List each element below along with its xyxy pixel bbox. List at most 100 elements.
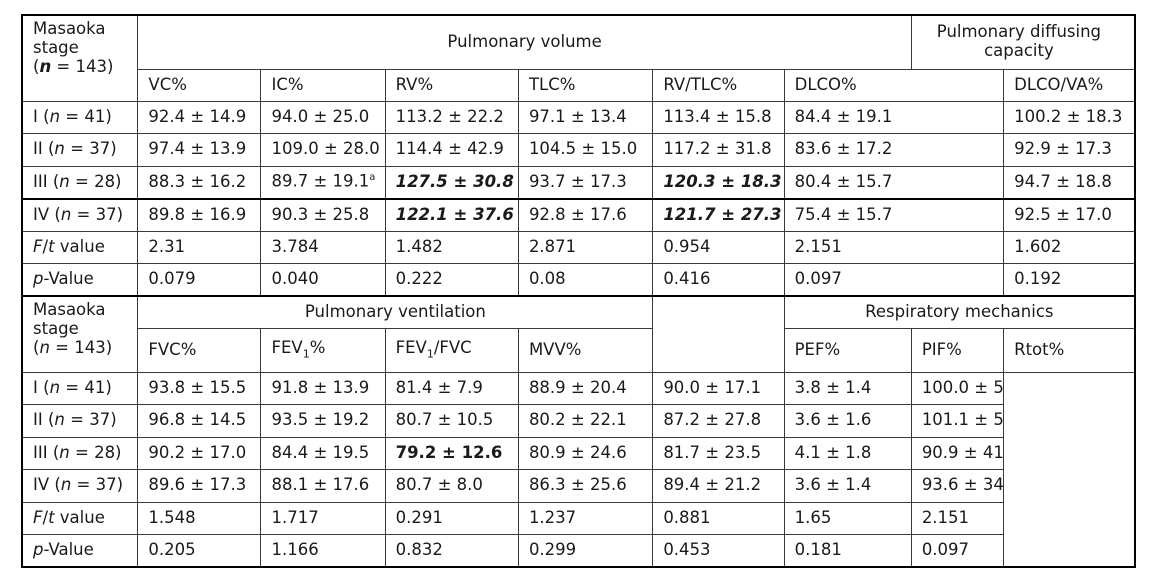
s2-col-pif-: PIF% [910, 327, 1005, 373]
s2-stage-header: Masaoka stage (n = 143) [21, 295, 139, 373]
s1-value-cell: 97.1 ± 13.4 [517, 100, 654, 134]
s2-value-cell: 1.65 [783, 501, 912, 535]
s2-value-cell: 0.881 [652, 501, 785, 535]
s1-stage-cell: III (n = 28) [21, 165, 139, 199]
s2-stage-cell: F/t value [21, 501, 139, 535]
table-row: p-Value 0.205 1.166 0.832 0.299 0.453 0.181 0.0… [21, 534, 1135, 568]
table-row: II (n = 37) 96.8 ± 14.5 93.5 ± 19.2 80.7 ± … [21, 404, 1135, 438]
s1-value-cell: 92.4 ± 14.9 [137, 100, 262, 134]
s1-value-cell: 88.3 ± 16.2 [137, 165, 262, 199]
s1-value-cell: 75.4 ± 15.7 [783, 197, 1005, 232]
table-row: IV (n = 37) 89.6 ± 17.3 88.1 ± 17.6 80.7 ± … [21, 469, 1135, 503]
s1-stage-cell: II (n = 37) [21, 133, 139, 167]
s2-value-cell: 81.4 ± 7.9 [384, 371, 519, 405]
s1-value-cell: 2.31 [137, 230, 262, 264]
results-table: Masaoka stage (n = 143) Pulmonary volume… [21, 14, 1136, 568]
s2-stage-cell: II (n = 37) [21, 404, 139, 438]
group-pulmonary-ventilation: Pulmonary ventilation [137, 295, 654, 329]
s1-value-cell: 1.482 [384, 230, 519, 264]
s1-value-cell: 100.2 ± 18.3 [1003, 100, 1136, 134]
s1-value-cell: 3.784 [260, 230, 386, 264]
s2-value-cell: 3.6 ± 1.4 [783, 469, 912, 503]
s2-stage-cell: I (n = 41) [21, 371, 139, 405]
s1-value-cell: 97.4 ± 13.9 [137, 133, 262, 167]
group-respiratory-mechanics: Respiratory mechanics [783, 295, 1136, 329]
s2-value-cell: 101.1 ± 57.7 [910, 404, 1005, 438]
stage-header-line1: Masaoka [33, 19, 106, 38]
s1-value-cell: 2.871 [517, 230, 654, 264]
table-row: F/t value 2.31 3.784 1.482 2.871 0.954 2.151 1.… [21, 230, 1136, 264]
s2-value-cell: 88.1 ± 17.6 [260, 469, 386, 503]
empty-spacer-column [652, 295, 785, 373]
s1-value-cell: 92.5 ± 17.0 [1003, 197, 1136, 232]
s1-value-cell: 83.6 ± 17.2 [783, 133, 1005, 167]
s2-col-fvc-: FVC% [137, 327, 262, 373]
group-pulmonary-diffusing: Pulmonary diffusing capacity [910, 14, 1136, 70]
s1-value-cell: 121.7 ± 27.3 [652, 197, 785, 232]
s2-value-cell: 3.8 ± 1.4 [783, 371, 912, 405]
s1-value-cell: 89.8 ± 16.9 [137, 197, 262, 232]
s1-value-cell: 109.0 ± 28.0 [260, 133, 386, 167]
s2-value-cell: 89.4 ± 21.2 [652, 469, 785, 503]
s1-value-cell: 80.4 ± 15.7 [783, 165, 1005, 199]
s1-col-dlco-: DLCO% [783, 68, 1005, 102]
s2-value-cell: 1.717 [260, 501, 386, 535]
section2-column-headers: FVC% FEV1% FEV1/FVC MVV% PEF% PIF% Rtot% [22, 327, 1136, 373]
s1-value-cell: 92.9 ± 17.3 [1003, 133, 1136, 167]
s1-value-cell: 90.3 ± 25.8 [260, 197, 386, 232]
s2-value-cell: 90.9 ± 41.5 [910, 436, 1005, 470]
s1-col-vc-: VC% [137, 68, 262, 102]
s2-value-cell: 79.2 ± 12.6 [384, 436, 519, 470]
s2-col-mvv-: MVV% [517, 327, 654, 373]
stage-header: Masaoka stage (n = 143) [21, 14, 139, 102]
s2-value-cell: 84.4 ± 19.5 [260, 436, 386, 470]
s1-value-cell: 1.602 [1003, 230, 1136, 264]
s1-value-cell: 0.040 [260, 263, 386, 297]
s2-value-cell: 0.181 [783, 534, 912, 568]
s2-stage-cell: III (n = 28) [21, 436, 139, 470]
s1-stage-cell: F/t value [21, 230, 139, 264]
s2-value-cell: 1.237 [517, 501, 654, 535]
s2-value-cell: 4.1 ± 1.8 [783, 436, 912, 470]
s2-value-cell: 90.0 ± 17.1 [652, 371, 785, 405]
s2-value-cell: 93.5 ± 19.2 [260, 404, 386, 438]
s2-value-cell: 89.6 ± 17.3 [137, 469, 262, 503]
s2-value-cell: 80.9 ± 24.6 [517, 436, 654, 470]
s1-value-cell: 94.0 ± 25.0 [260, 100, 386, 134]
table-row: III (n = 28) 90.2 ± 17.0 84.4 ± 19.5 79.2 ±… [21, 436, 1135, 470]
s2-col-fev1-: FEV1% [260, 327, 386, 373]
s1-value-cell: 0.08 [517, 263, 654, 297]
s2-value-cell: 100.0 ± 54.0 [910, 371, 1005, 405]
s1-value-cell: 114.4 ± 42.9 [384, 133, 519, 167]
s1-col-ic-: IC% [260, 68, 386, 102]
s1-value-cell: 113.2 ± 22.2 [384, 100, 519, 134]
s1-value-cell: 0.416 [652, 263, 785, 297]
s1-value-cell: 113.4 ± 15.8 [652, 100, 785, 134]
s1-value-cell: 0.097 [783, 263, 1005, 297]
table-row: IV (n = 37) 89.8 ± 16.9 90.3 ± 25.8 122.1 ±… [21, 197, 1136, 232]
s2-stage-cell: IV (n = 37) [21, 469, 139, 503]
table-row: III (n = 28) 88.3 ± 16.2 89.7 ± 19.1a 127.5… [21, 165, 1136, 199]
s1-col-tlc-: TLC% [517, 68, 654, 102]
s1-value-cell: 0.192 [1003, 263, 1136, 297]
s2-value-cell: 87.2 ± 27.8 [652, 404, 785, 438]
s2-col-pef-: PEF% [783, 327, 912, 373]
s2-value-cell: 96.8 ± 14.5 [137, 404, 262, 438]
s1-value-cell: 0.954 [652, 230, 785, 264]
s1-col-rv-tlc-: RV/TLC% [652, 68, 785, 102]
section1-column-headers: VC% IC% RV% TLC% RV/TLC% DLCO% DLCO/VA% [22, 68, 1136, 102]
s2-value-cell: 93.6 ± 34.8 [910, 469, 1005, 503]
s2-value-cell: 1.548 [137, 501, 262, 535]
s2-value-cell: 0.291 [384, 501, 519, 535]
s2-col-rtot-: Rtot% [1003, 327, 1136, 373]
s2-value-cell: 91.8 ± 13.9 [260, 371, 386, 405]
table-row: I (n = 41) 93.8 ± 15.5 91.8 ± 13.9 81.4 ± 7… [21, 371, 1135, 405]
s1-value-cell: 84.4 ± 19.1 [783, 100, 1005, 134]
s1-col-rv-: RV% [384, 68, 519, 102]
footnote-marker: a [369, 172, 376, 184]
s2-value-cell: 81.7 ± 23.5 [652, 436, 785, 470]
s2-value-cell: 80.2 ± 22.1 [517, 404, 654, 438]
s1-value-cell: 120.3 ± 18.3 [652, 165, 785, 199]
s1-value-cell: 94.7 ± 18.8 [1003, 165, 1136, 199]
s2-value-cell: 0.299 [517, 534, 654, 568]
